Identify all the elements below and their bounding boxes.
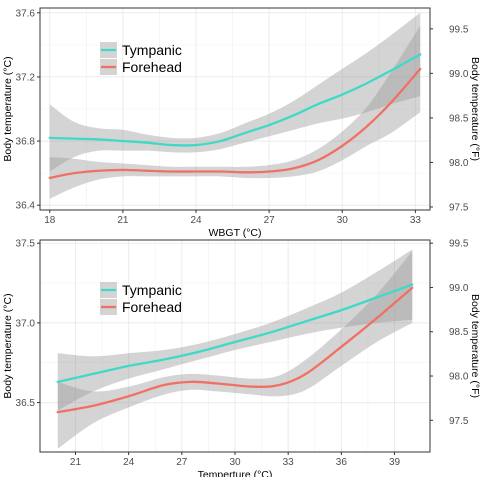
y-axis-title-right: Body temperature (°F) (469, 294, 480, 398)
y-tick-label: 37.2 (16, 72, 36, 83)
legend-label: Tympanic (122, 282, 182, 298)
x-tick-label: 39 (389, 457, 401, 468)
x-tick-label: 30 (229, 457, 241, 468)
x-tick-label: 33 (410, 215, 422, 226)
panel-border (39, 7, 431, 211)
series-tympanic-line (56, 283, 414, 384)
x-tick-label: 18 (44, 215, 56, 226)
x-tick-label: 27 (176, 457, 188, 468)
y-right-tick-label: 99.0 (449, 69, 469, 80)
legend-label: Forehead (122, 299, 182, 315)
series-forehead-line (56, 286, 414, 414)
series-forehead-line (48, 67, 422, 180)
y-right-tick-label: 98.5 (449, 327, 469, 338)
y-right-tick-label: 98.0 (449, 158, 469, 169)
x-tick-label: 27 (264, 215, 276, 226)
y-axis-title-right: Body temperature (°F) (469, 57, 480, 161)
legend-entry-tympanic: Tympanic (100, 42, 182, 58)
y-right-tick-label: 99.5 (449, 239, 469, 250)
y-tick-label: 36.8 (16, 137, 36, 148)
x-tick-label: 21 (70, 457, 82, 468)
y-right-tick-label: 97.5 (449, 416, 469, 427)
series-tympanic-line (48, 53, 422, 147)
legend-entry-tympanic: Tympanic (100, 282, 182, 298)
x-tick-label: 24 (190, 215, 202, 226)
chart-wbgt: 18 21 24 27 30 33 36.4 36.8 37.2 37.6 97.5 98.0 98.5… (2, 7, 480, 239)
series-forehead-confidence-band (57, 251, 413, 449)
y-tick-label: 37.5 (16, 239, 36, 250)
y-tick-label: 37.6 (16, 8, 36, 19)
y-tick-label: 36.4 (16, 201, 36, 212)
x-tick-label: 21 (117, 215, 129, 226)
legend-entry-forehead: Forehead (100, 59, 182, 75)
y-axis-title: Body temperature (°C) (2, 293, 14, 398)
x-axis-title: Temperture (°C) (198, 469, 273, 477)
chart-temperature: 21 24 27 30 33 36 39 36.5 37.0 37.5 97.5 98.0 98.5 99… (2, 239, 480, 477)
y-right-tick-label: 99.5 (449, 24, 469, 35)
x-tick-label: 33 (283, 457, 295, 468)
x-tick-label: 36 (336, 457, 348, 468)
x-tick-label: 24 (123, 457, 135, 468)
x-tick-label: 30 (337, 215, 349, 226)
y-right-tick-label: 98.5 (449, 113, 469, 124)
x-axis-title: WBGT (°C) (209, 227, 262, 239)
legend-label: Tympanic (122, 42, 182, 58)
y-right-tick-label: 97.5 (449, 202, 469, 213)
y-right-tick-label: 98.0 (449, 372, 469, 383)
y-tick-label: 36.5 (16, 398, 36, 409)
legend-label: Forehead (122, 59, 182, 75)
y-right-tick-label: 99.0 (449, 283, 469, 294)
y-axis-title: Body temperature (°C) (2, 56, 14, 161)
legend-entry-forehead: Forehead (100, 299, 182, 315)
y-tick-label: 37.0 (16, 318, 36, 329)
series-tympanic-confidence-band (57, 249, 413, 411)
